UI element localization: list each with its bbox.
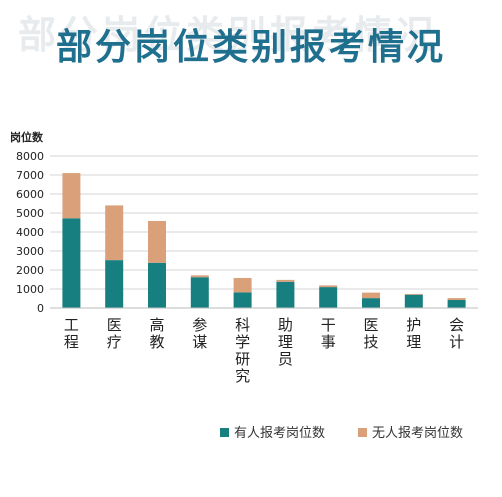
x-category-label: 学 — [235, 333, 250, 351]
y-tick-label: 1000 — [16, 283, 44, 296]
bar-filled-3 — [190, 277, 209, 308]
y-tick-label: 5000 — [16, 207, 44, 220]
bar-unfilled-5 — [276, 279, 295, 282]
legend: 有人报考岗位数 无人报考岗位数 — [220, 426, 463, 441]
bar-unfilled-6 — [319, 285, 338, 288]
bars-layer — [62, 173, 466, 308]
x-category-label: 助 — [278, 316, 293, 334]
bar-filled-5 — [276, 281, 295, 308]
x-category-label: 程 — [64, 333, 79, 351]
bar-unfilled-0 — [62, 173, 81, 219]
x-category-label: 高 — [149, 316, 164, 334]
x-category-label: 护 — [406, 316, 421, 334]
x-category-label: 研 — [235, 350, 250, 368]
x-category-label: 医 — [107, 316, 122, 334]
y-tick-label: 3000 — [16, 245, 44, 258]
y-tick-label: 6000 — [16, 188, 44, 201]
x-category-label: 工 — [64, 316, 79, 334]
x-category-label: 干 — [321, 316, 336, 334]
x-category-label: 疗 — [107, 333, 122, 351]
legend-swatch-1 — [358, 428, 367, 437]
bar-filled-2 — [148, 262, 166, 308]
bar-filled-4 — [233, 292, 252, 308]
y-tick-label: 2000 — [16, 264, 44, 277]
bar-unfilled-7 — [362, 292, 380, 299]
bar-unfilled-1 — [105, 205, 124, 261]
y-tick-label: 4000 — [16, 226, 44, 239]
x-category-label: 技 — [363, 333, 378, 351]
x-category-label: 教 — [149, 333, 164, 351]
x-category-label: 理 — [278, 333, 293, 351]
bar-unfilled-8 — [404, 293, 423, 295]
x-category-label: 事 — [321, 333, 336, 351]
x-category-label: 谋 — [192, 333, 207, 351]
y-tick-label: 7000 — [16, 169, 44, 182]
bar-unfilled-2 — [148, 220, 166, 263]
x-category-label: 究 — [235, 367, 250, 385]
x-category-label: 会 — [449, 316, 464, 334]
bar-filled-0 — [62, 218, 81, 308]
legend-label-0: 有人报考岗位数 — [234, 426, 325, 441]
bar-unfilled-9 — [447, 298, 466, 301]
legend-label-1: 无人报考岗位数 — [372, 426, 463, 441]
ghost-title: 部分岗位类别报考情况 — [18, 13, 439, 57]
bar-filled-6 — [319, 287, 338, 308]
x-category-label: 参 — [192, 316, 207, 334]
x-category-label: 理 — [406, 333, 421, 351]
y-tick-label: 0 — [37, 302, 44, 315]
x-category-label: 医 — [363, 316, 378, 334]
y-tick-label: 8000 — [16, 150, 44, 163]
x-category-label: 员 — [278, 350, 293, 368]
bar-filled-8 — [404, 294, 423, 308]
bar-filled-9 — [447, 300, 466, 308]
y-axis-label: 岗位数 — [10, 130, 44, 144]
bar-unfilled-4 — [233, 277, 252, 293]
bar-filled-7 — [362, 298, 380, 308]
axis-layer: 010002000300040005000600070008000工程医疗高教参… — [16, 150, 478, 385]
x-category-label: 计 — [449, 333, 464, 351]
page-title: 部分岗位类别报考情况 — [55, 27, 446, 68]
legend-swatch-0 — [220, 428, 229, 437]
bar-unfilled-3 — [190, 275, 209, 278]
bar-filled-1 — [105, 260, 124, 308]
x-category-label: 科 — [235, 316, 250, 334]
